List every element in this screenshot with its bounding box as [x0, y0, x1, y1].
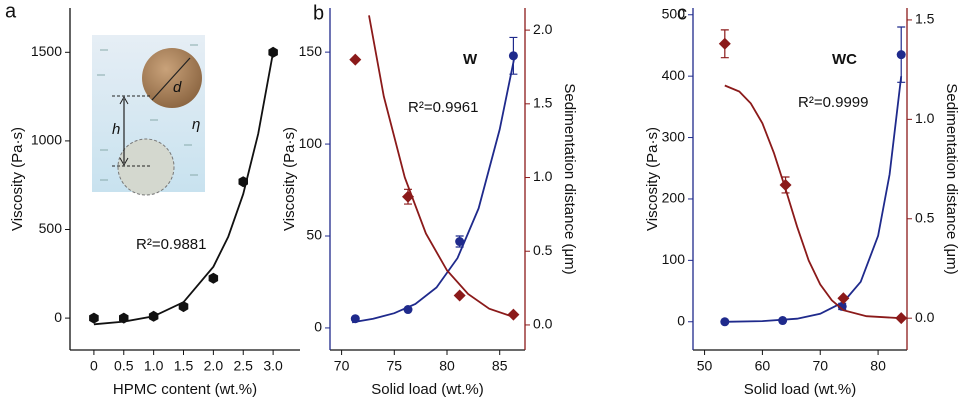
y2-tick-label: 1.0 [533, 168, 553, 184]
data-point [778, 316, 788, 326]
y2-tick-label: 0.5 [915, 209, 935, 225]
x-tick-label: 2.5 [234, 358, 254, 374]
data-point [720, 317, 730, 327]
annotation: W [463, 51, 478, 68]
x-tick-label: 75 [387, 358, 403, 374]
arrow-heads [119, 95, 129, 167]
data-point [268, 46, 278, 58]
annotation: WC [832, 51, 857, 68]
y-tick-label: 500 [662, 5, 686, 21]
panel: 50 60 70 80 0 100 200 300 400 500 0.0 0.5 1.0 1.5 Soli… [644, 2, 960, 398]
y2-axis-label: Sedimentation distance (μm) [943, 83, 960, 274]
y2-tick-label: 1.0 [915, 110, 935, 126]
y-tick-label: 100 [299, 135, 323, 151]
data-point [507, 308, 520, 321]
data-point [178, 301, 189, 313]
data-point [403, 305, 413, 315]
x-tick-label: 70 [812, 358, 828, 374]
panel-label: a [5, 0, 17, 22]
annotation: R²=0.9961 [408, 99, 478, 116]
data-point [508, 51, 518, 61]
data-point [895, 312, 908, 325]
data-point [350, 314, 360, 324]
y-tick-label: 0 [314, 319, 322, 335]
data-point [896, 50, 906, 60]
panel-label: c [677, 2, 687, 24]
y-tick-label: 300 [662, 128, 686, 144]
y-tick-label: 400 [662, 67, 686, 83]
y2-tick-label: 0.0 [533, 316, 553, 332]
data-point [148, 310, 159, 322]
y-tick-label: 1500 [31, 43, 62, 59]
x-tick-label: 85 [492, 358, 508, 374]
x-tick-label: 0 [90, 358, 98, 374]
y-tick-label: 150 [299, 43, 323, 59]
x-tick-label: 2.0 [204, 358, 224, 374]
inset: d h η [92, 35, 205, 196]
x-tick-label: 1.0 [144, 358, 164, 374]
y2-tick-label: 2.0 [533, 21, 553, 37]
y-axis-label: Viscosity (Pa·s) [281, 127, 298, 231]
x-tick-label: 70 [334, 358, 350, 374]
y-tick-label: 50 [306, 227, 322, 243]
data-point [119, 312, 129, 324]
data-point [779, 178, 792, 191]
panel: 0 0.5 1.0 1.5 2.0 2.5 3.0 0 500 1000 1500 HPMC cont… [5, 0, 300, 398]
y-tick-label: 0 [54, 309, 62, 325]
data-point [349, 53, 362, 66]
y2-axis-label: Sedimentation distance (μm) [561, 83, 578, 274]
data-point [208, 272, 219, 284]
x-tick-label: 60 [755, 358, 771, 374]
y-tick-label: 0 [677, 312, 685, 328]
y-tick-label: 500 [39, 220, 63, 236]
y-tick-label: 100 [662, 251, 686, 267]
annotation: R²=0.9999 [798, 94, 868, 111]
diameter-arrow [151, 57, 191, 101]
fit-curve [93, 52, 274, 326]
x-tick-label: 50 [697, 358, 713, 374]
y2-tick-label: 0.0 [915, 309, 935, 325]
x-tick-label: 3.0 [263, 358, 283, 374]
y-axis-label: Viscosity (Pa·s) [9, 127, 26, 231]
y-tick-label: 1000 [31, 132, 62, 148]
x-tick-label: 0.5 [114, 358, 134, 374]
data-point [453, 289, 466, 302]
data-point [718, 37, 731, 50]
data-point [89, 312, 99, 324]
y2-tick-label: 1.5 [915, 11, 935, 27]
x-axis-label: HPMC content (wt.%) [113, 381, 257, 398]
inset-label: d [173, 79, 182, 96]
data-point [837, 301, 847, 311]
fit-curve [368, 15, 516, 319]
panel-label: b [313, 2, 324, 24]
y2-tick-label: 0.5 [533, 242, 553, 258]
annotation: R²=0.9881 [136, 236, 206, 253]
inset-dashes [97, 44, 198, 181]
y-tick-label: 200 [662, 190, 686, 206]
fit-curve [724, 76, 903, 323]
x-axis-label: Solid load (wt.%) [744, 381, 857, 398]
fit-curve [351, 51, 517, 324]
panel: 70 75 80 85 0 50 100 150 0.0 0.5 1.0 1.5 2.0 Solid lo… [281, 2, 578, 398]
particle-bottom [117, 138, 175, 196]
x-axis-label: Solid load (wt.%) [371, 381, 484, 398]
inset-label: η [192, 116, 200, 133]
fit-curve [724, 84, 902, 320]
y-axis-label: Viscosity (Pa·s) [644, 127, 661, 231]
x-tick-label: 80 [439, 358, 455, 374]
data-point [402, 190, 414, 203]
data-point [837, 292, 850, 305]
x-tick-label: 80 [870, 358, 886, 374]
y2-tick-label: 1.5 [533, 95, 553, 111]
x-tick-label: 1.5 [174, 358, 194, 374]
data-point [238, 176, 248, 188]
data-point [455, 237, 465, 247]
inset-label: h [112, 121, 120, 138]
